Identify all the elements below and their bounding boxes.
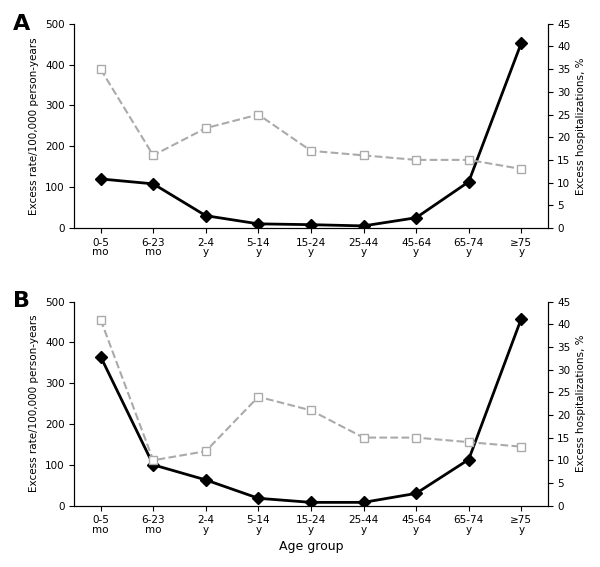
Text: B: B — [13, 291, 30, 311]
X-axis label: Age group: Age group — [279, 540, 343, 553]
Y-axis label: Excess hospitalizations, %: Excess hospitalizations, % — [576, 335, 586, 472]
Text: A: A — [13, 14, 30, 33]
Y-axis label: Excess rate/100,000 person-years: Excess rate/100,000 person-years — [29, 37, 40, 215]
Y-axis label: Excess hospitalizations, %: Excess hospitalizations, % — [576, 57, 586, 194]
Y-axis label: Excess rate/100,000 person-years: Excess rate/100,000 person-years — [29, 315, 40, 492]
